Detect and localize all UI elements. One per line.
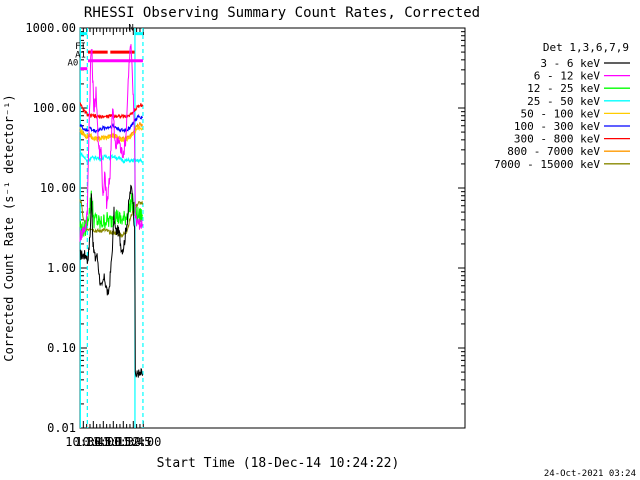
- x-tick-label: 11:30: [105, 435, 141, 449]
- x-tick-label: 12:00: [125, 435, 161, 449]
- y-axis-label: Corrected Count Rate (s⁻¹ detector⁻¹): [2, 94, 16, 361]
- legend-entry-label: 12 - 25 keV: [527, 82, 600, 95]
- flag-label: A1: [75, 51, 86, 61]
- plot-axes: 0.01 0.10 1.00 10.00 100.00 1000.00 10:3010:45…: [25, 21, 466, 449]
- legend-entry-label: 50 - 100 keV: [521, 107, 601, 120]
- legend-entry-label: 7000 - 15000 keV: [494, 158, 600, 171]
- chart-title: RHESSI Observing Summary Count Rates, Co…: [84, 5, 480, 21]
- y-tick-label: 10.00: [40, 181, 76, 195]
- series-line-25-50-kev: [79, 151, 143, 165]
- legend-entry-label: 6 - 12 keV: [534, 70, 601, 83]
- y-tick-label: 1.00: [47, 261, 76, 275]
- x-tick-label: 10:30: [65, 435, 101, 449]
- plot-frame: [79, 27, 466, 429]
- legend-entry-label: 100 - 300 keV: [514, 120, 600, 133]
- flag-label: A0: [67, 59, 78, 69]
- footer-timestamp: 24-Oct-2021 03:24: [544, 469, 636, 479]
- y-tick-label: 0.01: [47, 421, 76, 435]
- legend-entry-label: 800 - 7000 keV: [507, 145, 600, 158]
- legend-entry-label: 300 - 800 keV: [514, 133, 600, 146]
- flag-label: FI: [75, 42, 86, 52]
- series-line-6-12-kev: [79, 44, 144, 242]
- legend-entry-label: 3 - 6 keV: [540, 57, 600, 70]
- x-tick-label: 11:00: [85, 435, 121, 449]
- x-tick-label: 11:15: [95, 435, 131, 449]
- y-tick-label: 100.00: [33, 101, 76, 115]
- y-tick-label: 0.10: [47, 341, 76, 355]
- x-axis-label: Start Time (18-Dec-14 10:24:22): [157, 456, 400, 471]
- legend-entry-label: 25 - 50 keV: [527, 95, 600, 108]
- flag-label: N: [128, 24, 133, 34]
- legend-title: Det 1,3,6,7,9: [543, 41, 629, 54]
- series-line-3-6-kev: [79, 184, 144, 378]
- series-line-300-800-kev: [79, 102, 144, 120]
- data-series: [79, 44, 144, 378]
- x-tick-label: 10:45: [75, 435, 111, 449]
- x-tick-label: 11:45: [115, 435, 151, 449]
- y-tick-label: 1000.00: [25, 21, 76, 35]
